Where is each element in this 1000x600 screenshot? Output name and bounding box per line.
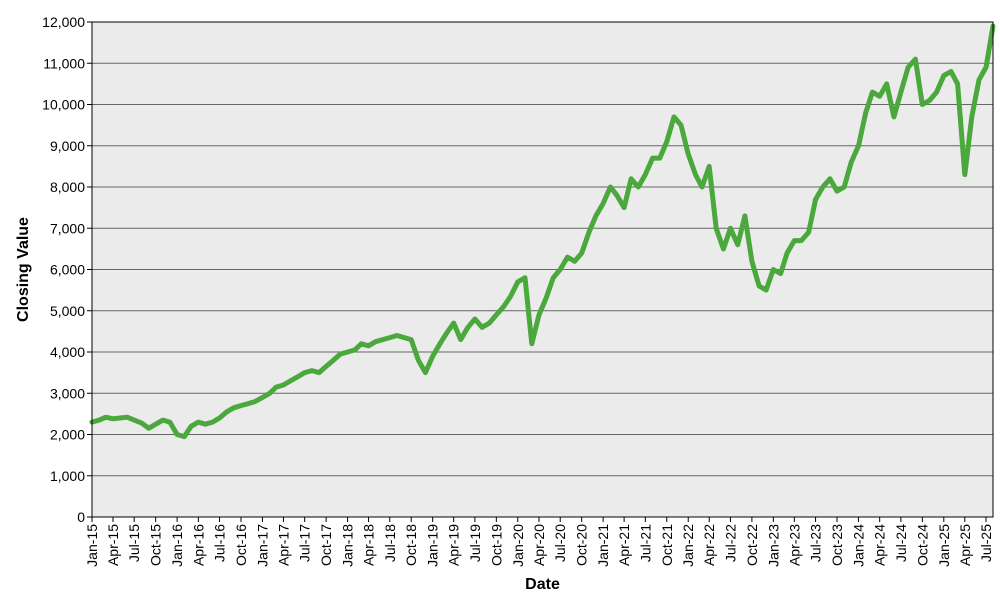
x-tick-label: Jan-25 <box>936 524 952 567</box>
x-tick-label: Apr-22 <box>701 524 717 566</box>
x-tick-label: Jul-23 <box>808 524 824 562</box>
y-tick-label: 9,000 <box>50 138 85 154</box>
y-tick-label: 2,000 <box>50 427 85 443</box>
plot-border <box>91 21 994 518</box>
y-tick-label: 7,000 <box>50 220 85 236</box>
x-tick-label: Apr-21 <box>616 524 632 566</box>
x-axis-title: Date <box>525 576 560 593</box>
x-tick-label: Apr-20 <box>531 524 547 566</box>
x-tick-label: Jan-23 <box>765 524 781 567</box>
x-tick-label: Jul-15 <box>126 524 142 562</box>
y-tick-label: 10,000 <box>42 97 85 113</box>
x-tick-label: Jan-22 <box>680 524 696 567</box>
x-tick-label: Jan-24 <box>850 524 866 567</box>
x-tick-label: Oct-15 <box>148 524 164 566</box>
x-tick-label: Oct-16 <box>233 524 249 566</box>
y-tick-label: 6,000 <box>50 262 85 278</box>
x-tick-label: Jul-22 <box>722 524 738 562</box>
x-tick-label: Jan-15 <box>84 524 100 567</box>
y-axis-title: Closing Value <box>15 217 32 322</box>
y-tick-label: 8,000 <box>50 179 85 195</box>
x-tick-label: Jul-16 <box>212 524 228 562</box>
x-tick-label: Jan-19 <box>425 524 441 567</box>
y-axis: 0 1,000 2,000 3,000 4,000 5,000 6,000 7,000 8,00… <box>42 14 92 525</box>
x-tick-label: Apr-25 <box>957 524 973 566</box>
x-tick-label: Oct-23 <box>829 524 845 566</box>
x-tick-label: Jul-17 <box>297 524 313 562</box>
y-tick-label: 1,000 <box>50 468 85 484</box>
x-tick-label: Jul-19 <box>467 524 483 562</box>
x-tick-label: Oct-22 <box>744 524 760 566</box>
series-line <box>89 23 996 440</box>
x-tick-label: Jan-20 <box>510 524 526 567</box>
x-tick-label: Jan-21 <box>595 524 611 567</box>
y-tick-label: 3,000 <box>50 385 85 401</box>
x-tick-label: Oct-18 <box>403 524 419 566</box>
x-axis: Jan-15 Apr-15 Jul-15 Oct-15 Jan-16 Apr-16 Jul-… <box>84 517 994 567</box>
x-tick-label: Jul-24 <box>893 524 909 562</box>
x-tick-label: Oct-19 <box>488 524 504 566</box>
x-tick-label: Jan-17 <box>254 524 270 567</box>
x-tick-label: Apr-23 <box>786 524 802 566</box>
x-tick-label: Jul-18 <box>382 524 398 562</box>
x-tick-label: Oct-20 <box>574 524 590 566</box>
x-tick-label: Apr-15 <box>105 524 121 566</box>
x-tick-label: Apr-19 <box>446 524 462 566</box>
x-tick-label: Oct-24 <box>914 524 930 566</box>
x-tick-label: Oct-17 <box>318 524 334 566</box>
x-tick-label: Oct-21 <box>659 524 675 566</box>
x-tick-label: Jul-20 <box>552 524 568 562</box>
x-tick-label: Jul-25 <box>978 524 994 562</box>
y-tick-label: 0 <box>77 509 85 525</box>
y-tick-label: 5,000 <box>50 303 85 319</box>
y-tick-label: 11,000 <box>43 55 85 71</box>
y-tick-label: 4,000 <box>50 344 85 360</box>
y-tick-label: 12,000 <box>42 14 85 30</box>
x-tick-label: Jan-18 <box>340 524 356 567</box>
x-tick-label: Jul-21 <box>637 524 653 562</box>
x-tick-label: Apr-16 <box>190 524 206 566</box>
x-tick-label: Apr-18 <box>361 524 377 566</box>
x-tick-label: Apr-24 <box>872 524 888 566</box>
x-tick-label: Jan-16 <box>169 524 185 567</box>
x-tick-label: Apr-17 <box>275 524 291 566</box>
